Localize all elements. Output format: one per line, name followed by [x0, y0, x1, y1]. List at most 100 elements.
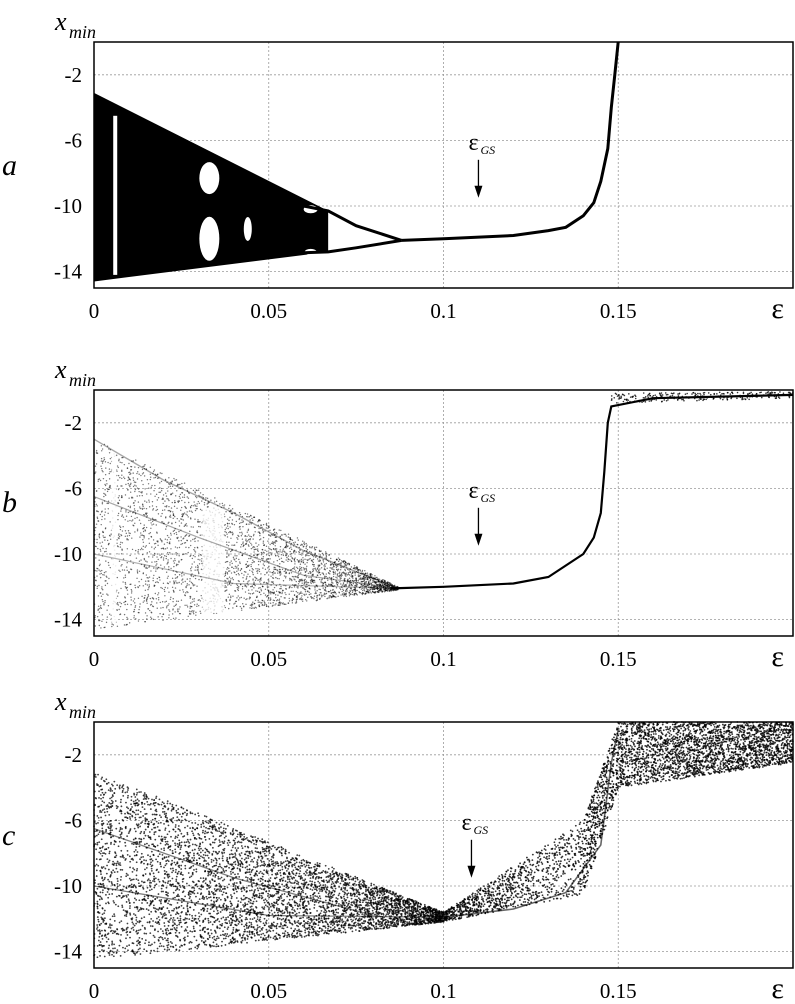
data-point: [249, 569, 251, 571]
data-point: [134, 522, 136, 524]
data-point: [119, 476, 121, 479]
data-point: [330, 567, 333, 569]
data-point: [101, 788, 104, 791]
data-point: [120, 892, 123, 895]
data-point: [227, 596, 229, 598]
data-point: [301, 540, 304, 542]
data-point: [103, 458, 106, 461]
data-point: [345, 565, 348, 567]
data-point: [154, 546, 157, 549]
data-point: [193, 548, 195, 551]
data-point: [178, 608, 180, 610]
data-point: [267, 579, 269, 581]
data-point: [279, 592, 281, 594]
data-point: [350, 897, 353, 900]
data-point: [269, 543, 271, 546]
data-point: [301, 569, 303, 571]
data-point: [123, 601, 125, 604]
data-point: [144, 620, 146, 623]
data-point: [134, 510, 136, 512]
data-point: [94, 465, 97, 467]
data-point: [342, 589, 345, 592]
data-point: [259, 527, 262, 529]
annotation-arrowhead: [474, 185, 483, 198]
data-point: [101, 518, 103, 521]
data-point: [121, 549, 123, 551]
data-point: [96, 452, 99, 454]
data-point: [301, 600, 304, 602]
data-point: [102, 593, 104, 595]
data-point: [198, 563, 201, 565]
annotation-subscript: GS: [480, 143, 495, 157]
data-point: [328, 595, 330, 597]
data-point: [702, 392, 705, 394]
data-point: [125, 483, 127, 486]
data-point: [263, 592, 265, 595]
data-point: [344, 563, 347, 566]
data-point: [158, 219, 160, 221]
data-point: [222, 236, 224, 238]
data-point: [246, 523, 248, 525]
data-point: [701, 395, 704, 397]
data-point: [185, 929, 188, 932]
data-point: [318, 560, 321, 563]
data-point: [423, 903, 426, 906]
data-point: [123, 951, 126, 954]
data-point: [143, 597, 145, 599]
data-point: [197, 568, 199, 570]
data-point: [694, 394, 697, 397]
data-point: [727, 396, 729, 398]
data-point: [269, 597, 272, 599]
data-point: [230, 509, 232, 511]
data-point: [149, 863, 152, 866]
data-point: [233, 524, 236, 526]
data-point: [313, 579, 315, 582]
data-point: [311, 560, 314, 562]
data-point: [180, 536, 182, 538]
data-point: [197, 203, 199, 205]
data-point: [120, 244, 122, 246]
data-point: [303, 872, 306, 875]
data-point: [189, 602, 192, 604]
data-point: [273, 911, 276, 914]
data-point: [207, 919, 210, 922]
data-point: [365, 591, 367, 593]
data-point: [255, 607, 258, 609]
data-point: [156, 607, 158, 609]
data-point: [191, 237, 193, 239]
data-point: [248, 523, 250, 525]
data-point: [186, 606, 189, 608]
data-point: [322, 583, 324, 585]
data-point: [144, 137, 146, 139]
data-point: [134, 481, 137, 484]
data-point: [777, 396, 780, 399]
data-point: [172, 511, 174, 513]
data-point: [174, 611, 176, 613]
data-point: [164, 838, 166, 841]
data-point: [253, 602, 256, 605]
data-point: [241, 519, 243, 521]
data-point: [96, 587, 98, 590]
data-point: [270, 902, 273, 905]
data-point: [291, 602, 294, 604]
data-point: [232, 578, 235, 581]
data-point: [252, 592, 255, 594]
data-point: [389, 582, 391, 584]
data-point: [119, 528, 122, 531]
data-point: [229, 504, 231, 507]
data-point: [242, 520, 245, 522]
data-point: [255, 577, 257, 579]
data-point: [260, 538, 262, 540]
data-point: [278, 599, 280, 602]
data-point: [304, 571, 307, 573]
data-point: [305, 542, 307, 545]
data-point: [261, 599, 264, 602]
data-point: [300, 597, 302, 599]
data-point: [107, 605, 110, 607]
data-point: [103, 603, 105, 605]
data-point: [694, 392, 696, 395]
data-point: [359, 569, 361, 571]
data-point: [130, 465, 132, 468]
data-point: [147, 483, 150, 485]
data-point: [623, 398, 626, 401]
